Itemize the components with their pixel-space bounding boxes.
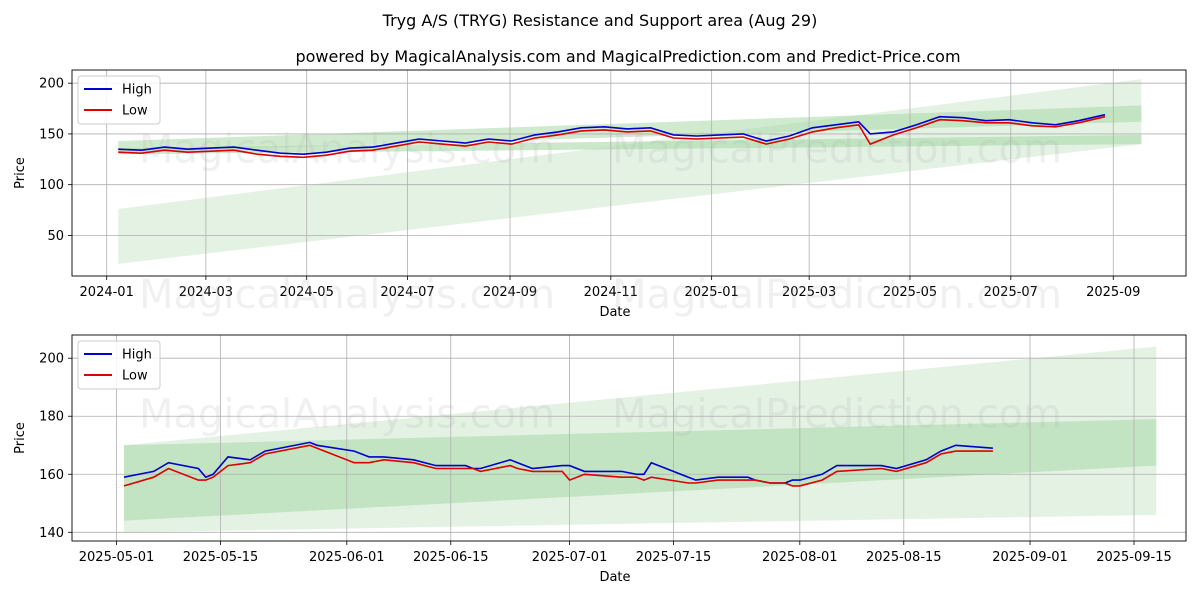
x-axis-label: Date xyxy=(599,570,630,585)
trend-band xyxy=(123,419,1157,521)
y-axis-label: Price xyxy=(13,157,28,189)
x-tick-label: 2024-11 xyxy=(584,285,638,300)
watermark-text: MagicalAnalysis.com xyxy=(139,272,555,318)
x-tick-label: 2025-08-01 xyxy=(762,550,838,565)
plot-frame xyxy=(71,334,1187,542)
x-tick-label: 2024-01 xyxy=(80,285,134,300)
y-tick-label: 200 xyxy=(39,77,64,92)
x-axis-label: Date xyxy=(599,305,630,320)
x-tick-label: 2024-07 xyxy=(380,285,434,300)
legend-label-low: Low xyxy=(122,369,148,384)
x-tick-label: 2025-09 xyxy=(1086,285,1140,300)
x-tick-label: 2024-05 xyxy=(280,285,334,300)
x-tick-label: 2025-05-15 xyxy=(183,550,259,565)
figure-title: Tryg A/S (TRYG) Resistance and Support a… xyxy=(382,11,818,30)
x-tick-label: 2025-07-15 xyxy=(636,550,712,565)
x-tick-label: 2025-07 xyxy=(984,285,1038,300)
x-tick-label: 2025-08-15 xyxy=(866,550,942,565)
watermark-text: MagicalAnalysis.com xyxy=(139,392,555,438)
plot-frame xyxy=(71,69,1187,277)
y-tick-label: 140 xyxy=(39,526,64,541)
x-tick-label: 2025-06-15 xyxy=(413,550,489,565)
watermark-text: MagicalAnalysis.com xyxy=(139,127,555,173)
series-line-high xyxy=(118,113,1106,156)
y-tick-label: 50 xyxy=(47,229,64,244)
watermark-text: MagicalPrediction.com xyxy=(612,392,1062,438)
x-tick-label: 2025-03 xyxy=(782,285,836,300)
x-tick-label: 2025-09-15 xyxy=(1096,550,1172,565)
watermark-text: MagicalPrediction.com xyxy=(612,272,1062,318)
series-line-low xyxy=(118,115,1106,159)
x-tick-label: 2024-09 xyxy=(483,285,537,300)
series-line-low xyxy=(123,444,993,487)
y-axis-label: Price xyxy=(13,422,28,454)
y-tick-label: 200 xyxy=(39,352,64,367)
x-tick-label: 2025-07-01 xyxy=(532,550,608,565)
series-line-high xyxy=(123,441,993,484)
x-tick-label: 2025-05-01 xyxy=(79,550,155,565)
subplot-2: 2025-05-01 2025-05-15 2025-06-01 2025-06-15… xyxy=(13,334,1187,585)
y-tick-label: 100 xyxy=(39,178,64,193)
x-tick-label: 2025-05 xyxy=(883,285,937,300)
legend-label-high: High xyxy=(122,83,152,98)
y-tick-label: 150 xyxy=(39,127,64,142)
legend: High Low xyxy=(77,75,161,125)
y-tick-label: 160 xyxy=(39,468,64,483)
x-tick-label: 2025-09-01 xyxy=(992,550,1068,565)
legend-label-high: High xyxy=(122,348,152,363)
x-tick-label: 2025-06-01 xyxy=(309,550,385,565)
legend-label-low: Low xyxy=(122,104,148,119)
figure-subtitle: powered by MagicalAnalysis.com and Magic… xyxy=(295,47,960,66)
legend: High Low xyxy=(77,340,161,390)
y-tick-label: 180 xyxy=(39,410,64,425)
x-tick-label: 2024-03 xyxy=(179,285,233,300)
x-tick-label: 2025-01 xyxy=(684,285,738,300)
subplot-1: 2024-01 2024-03 2024-05 2024-07 2024-09 2024-… xyxy=(13,69,1187,320)
watermark-text: MagicalPrediction.com xyxy=(612,127,1062,173)
